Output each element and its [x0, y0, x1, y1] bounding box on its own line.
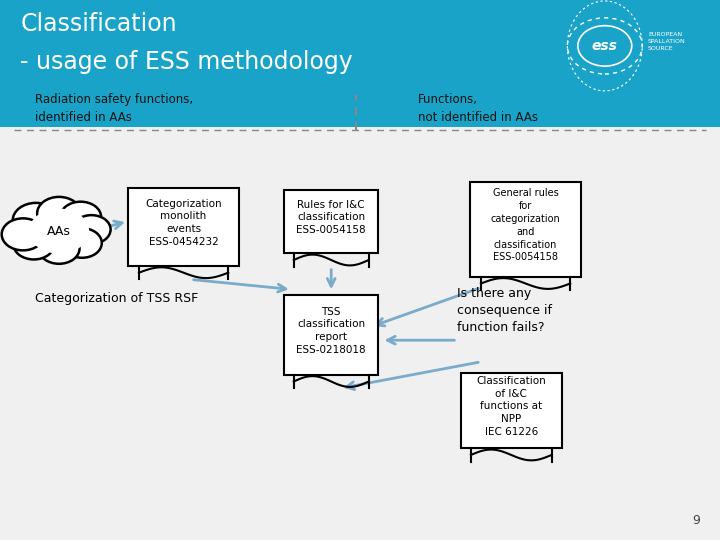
Text: AAs: AAs	[47, 225, 71, 238]
Text: Rules for I&C
classification
ESS-0054158: Rules for I&C classification ESS-0054158	[297, 200, 366, 235]
Bar	[469, 183, 582, 277]
Circle shape	[29, 208, 89, 254]
Text: Classification
of I&C
functions at
NPP
IEC 61226: Classification of I&C functions at NPP I…	[477, 376, 546, 437]
Text: TSS
classification
report
ESS-0218018: TSS classification report ESS-0218018	[297, 307, 366, 355]
Text: Functions,
not identified in AAs: Functions, not identified in AAs	[418, 93, 538, 124]
Bar	[0, 0, 720, 127]
Text: - usage of ESS methodology: - usage of ESS methodology	[20, 50, 353, 74]
Circle shape	[1, 218, 45, 251]
Bar	[284, 295, 378, 375]
Text: Radiation safety functions,
identified in AAs: Radiation safety functions, identified i…	[35, 93, 193, 124]
Circle shape	[39, 233, 79, 264]
Circle shape	[60, 202, 101, 232]
Circle shape	[37, 197, 81, 230]
Text: Categorization
monolith
events
ESS-0454232: Categorization monolith events ESS-04542…	[145, 199, 222, 247]
Circle shape	[72, 215, 111, 244]
Bar	[284, 190, 378, 253]
Text: Classification: Classification	[20, 12, 177, 36]
Text: Is there any
consequence if
function fails?: Is there any consequence if function fai…	[457, 287, 552, 334]
Text: Categorization of TSS RSF: Categorization of TSS RSF	[35, 292, 198, 305]
Circle shape	[13, 229, 55, 260]
Text: EUROPEAN
SPALLATION
SOURCE: EUROPEAN SPALLATION SOURCE	[648, 32, 685, 51]
Bar	[461, 373, 562, 448]
Circle shape	[63, 228, 102, 258]
Text: General rules
for
categorization
and
classification
ESS-0054158: General rules for categorization and cla…	[491, 188, 560, 262]
Circle shape	[13, 203, 59, 238]
Bar	[128, 188, 240, 266]
Circle shape	[578, 26, 631, 66]
Text: 9: 9	[692, 514, 700, 526]
Text: ess: ess	[592, 39, 618, 53]
